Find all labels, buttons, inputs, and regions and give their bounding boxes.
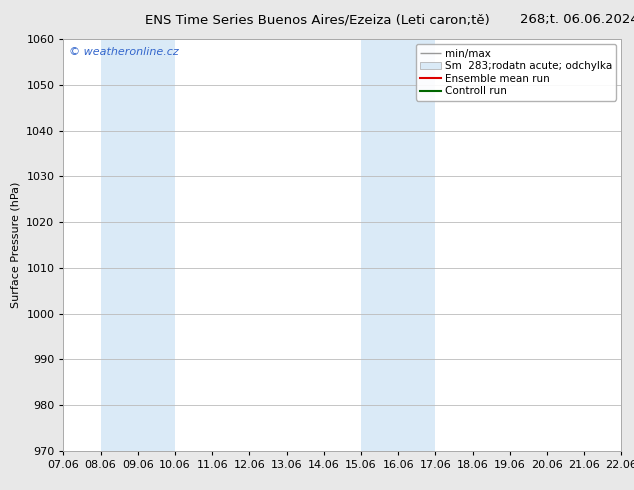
Bar	[101, 39, 175, 451]
Legend: min/max, Sm  283;rodatn acute; odchylka, Ensemble mean run, Controll run: min/max, Sm 283;rodatn acute; odchylka, …	[415, 45, 616, 100]
Y-axis label: Surface Pressure (hPa): Surface Pressure (hPa)	[11, 182, 21, 308]
Text: ENS Time Series Buenos Aires/Ezeiza (Leti caron;tě): ENS Time Series Buenos Aires/Ezeiza (Let…	[145, 13, 489, 26]
Bar	[361, 39, 436, 451]
Text: © weatheronline.cz: © weatheronline.cz	[69, 48, 179, 57]
Text: 268;t. 06.06.2024 06 UTC: 268;t. 06.06.2024 06 UTC	[520, 13, 634, 26]
